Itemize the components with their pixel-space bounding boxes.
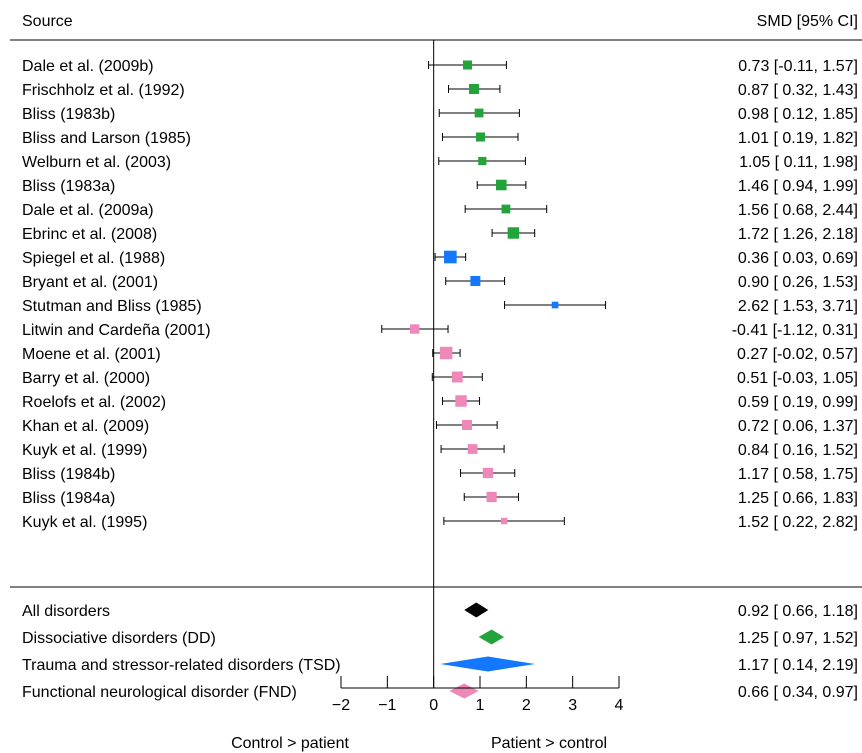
effect-marker-roelofs-et-al-2002 <box>455 395 467 407</box>
summary-label-dissociative-disorders-dd: Dissociative disorders (DD) <box>22 630 216 647</box>
summary-diamond-functional-neurological-disorder-fnd <box>449 683 479 699</box>
effect-ci-text-bliss-1983b: 0.98 [ 0.12, 1.85] <box>738 106 858 123</box>
study-label-dale-et-al-2009b: Dale et al. (2009b) <box>22 58 154 75</box>
study-label-bliss-1983b: Bliss (1983b) <box>22 106 115 123</box>
summary-ci-text-dissociative-disorders-dd: 1.25 [ 0.97, 1.52] <box>738 630 858 647</box>
effect-marker-khan-et-al-2009 <box>462 420 473 430</box>
effect-ci-text-khan-et-al-2009: 0.72 [ 0.06, 1.37] <box>738 418 858 435</box>
effect-ci-text-stutman-and-bliss-1985: 2.62 [ 1.53, 3.71] <box>738 298 858 315</box>
header-source-label: Source <box>22 13 73 30</box>
summary-label-functional-neurological-disorder-fnd: Functional neurological disorder (FND) <box>22 684 297 701</box>
effect-marker-kuyk-et-al-1995 <box>500 517 508 525</box>
effect-marker-bliss-and-larson-1985 <box>475 132 485 142</box>
effect-ci-text-kuyk-et-al-1995: 1.52 [ 0.22, 2.82] <box>738 514 858 531</box>
study-label-bliss-and-larson-1985: Bliss and Larson (1985) <box>22 130 191 147</box>
summary-label-all-disorders: All disorders <box>22 603 110 620</box>
study-label-bliss-1984a: Bliss (1984a) <box>22 490 115 507</box>
summary-ci-text-functional-neurological-disorder-fnd: 0.66 [ 0.34, 0.97] <box>738 684 858 701</box>
study-label-kuyk-et-al-1995: Kuyk et al. (1995) <box>22 514 147 531</box>
effect-ci-text-bliss-1984b: 1.17 [ 0.58, 1.75] <box>738 466 858 483</box>
effect-marker-moene-et-al-2001 <box>439 346 453 360</box>
caption-patient-greater: Patient > control <box>491 735 607 752</box>
effect-marker-ebrinc-et-al-2008 <box>507 227 520 239</box>
effect-marker-bliss-1983b <box>474 108 484 118</box>
study-label-roelofs-et-al-2002: Roelofs et al. (2002) <box>22 394 166 411</box>
study-label-bliss-1983a: Bliss (1983a) <box>22 178 115 195</box>
effect-marker-litwin-and-carde-a-2001 <box>409 324 420 334</box>
effect-ci-text-bliss-1983a: 1.46 [ 0.94, 1.99] <box>738 178 858 195</box>
summary-ci-text-all-disorders: 0.92 [ 0.66, 1.18] <box>738 603 858 620</box>
effect-marker-barry-et-al-2000 <box>451 371 463 383</box>
study-label-ebrinc-et-al-2008: Ebrinc et al. (2008) <box>22 226 157 243</box>
x-axis: −2 −1 0 1 2 3 4 <box>332 676 624 714</box>
effect-ci-text-spiegel-et-al-1988: 0.36 [ 0.03, 0.69] <box>738 250 858 267</box>
x-tick-label: 1 <box>476 697 485 714</box>
summary-diamond-all-disorders <box>464 602 489 618</box>
x-tick-label: 3 <box>568 697 577 714</box>
x-tick-label: −2 <box>332 697 350 714</box>
summary-label-trauma-and-stressor-related-disorders-tsd: Trauma and stressor-related disorders (T… <box>22 657 341 674</box>
summary-ci-text-trauma-and-stressor-related-disorders-tsd: 1.17 [ 0.14, 2.19] <box>738 657 858 674</box>
effect-ci-text-roelofs-et-al-2002: 0.59 [ 0.19, 0.99] <box>738 394 858 411</box>
effect-ci-text-frischholz-et-al-1992: 0.87 [ 0.32, 1.43] <box>738 82 858 99</box>
effect-marker-spiegel-et-al-1988 <box>444 250 457 264</box>
effect-ci-text-barry-et-al-2000: 0.51 [-0.03, 1.05] <box>737 370 858 387</box>
study-label-khan-et-al-2009: Khan et al. (2009) <box>22 418 149 435</box>
study-label-dale-et-al-2009a: Dale et al. (2009a) <box>22 202 154 219</box>
effect-ci-text-bliss-1984a: 1.25 [ 0.66, 1.83] <box>738 490 858 507</box>
effect-ci-text-welburn-et-al-2003: 1.05 [ 0.11, 1.98] <box>739 154 858 171</box>
summary-rows: All disorders 0.92 [ 0.66, 1.18] Dissociat… <box>22 602 858 701</box>
summary-diamond-dissociative-disorders-dd <box>478 629 505 645</box>
study-label-frischholz-et-al-1992: Frischholz et al. (1992) <box>22 82 185 99</box>
study-label-barry-et-al-2000: Barry et al. (2000) <box>22 370 150 387</box>
caption-control-greater: Control > patient <box>231 735 349 752</box>
study-label-spiegel-et-al-1988: Spiegel et al. (1988) <box>22 250 165 267</box>
study-label-moene-et-al-2001: Moene et al. (2001) <box>22 346 161 363</box>
effect-marker-frischholz-et-al-1992 <box>468 84 479 94</box>
study-rows: Dale et al. (2009b) 0.73 [-0.11, 1.57] Fri… <box>22 58 858 531</box>
study-label-stutman-and-bliss-1985: Stutman and Bliss (1985) <box>22 298 202 315</box>
effect-ci-text-bryant-et-al-2001: 0.90 [ 0.26, 1.53] <box>738 274 858 291</box>
study-label-bryant-et-al-2001: Bryant et al. (2001) <box>22 274 158 291</box>
effect-marker-stutman-and-bliss-1985 <box>551 301 559 309</box>
study-label-litwin-and-carde-a-2001: Litwin and Cardeña (2001) <box>22 322 211 339</box>
effect-marker-dale-et-al-2009a <box>501 204 511 214</box>
x-tick-label: 0 <box>429 697 438 714</box>
effect-ci-text-dale-et-al-2009b: 0.73 [-0.11, 1.57] <box>738 58 858 75</box>
header-smd-label: SMD [95% CI] <box>757 13 858 30</box>
effect-ci-text-bliss-and-larson-1985: 1.01 [ 0.19, 1.82] <box>738 130 858 147</box>
study-label-kuyk-et-al-1999: Kuyk et al. (1999) <box>22 442 147 459</box>
x-tick-label: 4 <box>615 697 624 714</box>
effect-marker-bryant-et-al-2001 <box>470 276 481 286</box>
effect-ci-text-ebrinc-et-al-2008: 1.72 [ 1.26, 2.18] <box>738 226 858 243</box>
summary-diamond-trauma-and-stressor-related-disorders-tsd <box>440 656 536 672</box>
effect-marker-bliss-1983a <box>496 179 507 191</box>
effect-marker-dale-et-al-2009b <box>462 60 473 70</box>
effect-marker-bliss-1984a <box>486 491 497 503</box>
effect-marker-kuyk-et-al-1999 <box>467 444 478 454</box>
effect-ci-text-litwin-and-carde-a-2001: -0.41 [-1.12, 0.31] <box>732 322 858 339</box>
effect-marker-welburn-et-al-2003 <box>478 156 487 166</box>
effect-ci-text-moene-et-al-2001: 0.27 [-0.02, 0.57] <box>737 346 858 363</box>
effect-ci-text-kuyk-et-al-1999: 0.84 [ 0.16, 1.52] <box>738 442 858 459</box>
study-label-bliss-1984b: Bliss (1984b) <box>22 466 115 483</box>
x-tick-label: 2 <box>522 697 531 714</box>
effect-marker-bliss-1984b <box>482 467 493 479</box>
effect-ci-text-dale-et-al-2009a: 1.56 [ 0.68, 2.44] <box>738 202 858 219</box>
x-tick-label: −1 <box>378 697 396 714</box>
study-label-welburn-et-al-2003: Welburn et al. (2003) <box>22 154 171 171</box>
